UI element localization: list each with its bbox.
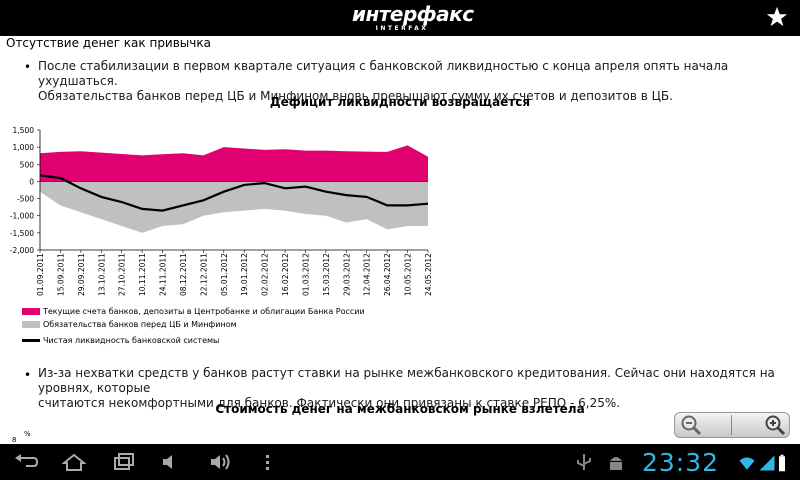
x-tick-label: 24.05.2012: [424, 253, 433, 296]
zoom-in-button[interactable]: [733, 413, 789, 437]
wifi-icon: [739, 457, 755, 470]
y-tick-label: 1,000: [13, 143, 35, 152]
legend-item: Обязательства банков перед ЦБ и Минфином: [22, 320, 237, 329]
zoom-in-icon: [765, 415, 786, 436]
home-icon[interactable]: [62, 452, 86, 472]
chart-1-title: Дефицит ликвидности возвращается: [269, 95, 531, 109]
status-clock: 23:32: [642, 448, 720, 477]
y-tick-label: -2,000: [10, 246, 34, 255]
recent-apps-icon[interactable]: [112, 452, 136, 472]
logo-text: интерфакс: [352, 2, 474, 26]
chart-2-y-unit: %: [24, 430, 31, 438]
x-tick-label: 24.11.2011: [159, 253, 168, 296]
legend-item: Текущие счета банков, депозиты в Центроб…: [22, 307, 365, 316]
y-tick-label: 0: [29, 177, 34, 186]
bullet-dot: •: [24, 368, 32, 382]
legend-label: Чистая ликвидность банковской системы: [43, 336, 220, 345]
paragraph-2: Из-за нехватки средств у банков растут с…: [38, 366, 788, 411]
battery-icon: [779, 454, 785, 472]
interfax-logo: интерфакс INTERFAX: [352, 2, 474, 34]
x-tick-label: 27.10.2011: [118, 253, 127, 296]
x-tick-label: 29.03.2012: [342, 253, 351, 296]
area-series-2: [40, 181, 428, 233]
paragraph-2-line-1: Из-за нехватки средств у банков растут с…: [38, 366, 775, 395]
legend-swatch: [22, 339, 40, 342]
x-tick-label: 16.02.2012: [281, 253, 290, 296]
y-tick-label: -1,000: [10, 212, 34, 221]
zoom-divider: [731, 415, 732, 435]
x-tick-label: 02.02.2012: [261, 253, 270, 296]
x-tick-label: 15.09.2011: [56, 253, 65, 296]
star-icon[interactable]: [766, 6, 788, 28]
liquidity-chart: 1,5001,0005000-500-1,000-1,500-2,00001.0…: [10, 126, 433, 296]
legend-swatch: [22, 308, 40, 315]
legend-label: Обязательства банков перед ЦБ и Минфином: [43, 320, 237, 329]
menu-icon[interactable]: [256, 452, 280, 472]
article-content: Отсутствие денег как привычка • После ст…: [0, 36, 800, 444]
x-tick-label: 26.04.2012: [383, 253, 392, 296]
usb-icon: [577, 454, 591, 470]
back-icon[interactable]: [14, 452, 38, 472]
chart-2-title: Стоимость денег на межбанковском рынке в…: [215, 402, 585, 416]
legend-label: Текущие счета банков, депозиты в Центроб…: [43, 307, 365, 316]
y-tick-label: 1,500: [13, 126, 35, 135]
volume-up-icon[interactable]: [208, 452, 232, 472]
y-tick-label: -500: [17, 195, 34, 204]
x-tick-label: 15.03.2012: [322, 253, 331, 296]
zoom-out-icon: [681, 415, 702, 436]
area-series-1: [40, 145, 428, 182]
legend-swatch: [22, 321, 40, 328]
line-series-net-liquidity: [39, 174, 429, 212]
paragraph-2-line-2: считаются некомфортными для банков. Факт…: [38, 396, 621, 410]
paragraph-1: После стабилизации в первом квартале сит…: [38, 59, 788, 104]
x-tick-label: 01.03.2012: [301, 253, 310, 296]
x-tick-label: 10.11.2011: [138, 253, 147, 296]
system-navigation-bar: [0, 444, 800, 480]
paragraph-1-line-2: Обязательства банков перед ЦБ и Минфином…: [38, 89, 673, 103]
x-tick-label: 22.12.2011: [199, 253, 208, 296]
x-tick-label: 10.05.2012: [404, 253, 413, 296]
legend-item: Чистая ликвидность банковской системы: [22, 336, 219, 345]
logo-subtext: INTERFAX: [375, 25, 429, 32]
action-bar: интерфакс INTERFAX: [0, 0, 800, 36]
signal-icon: [759, 455, 775, 471]
android-debug-icon: [610, 457, 622, 470]
zoom-control: [674, 412, 790, 438]
zoom-out-button[interactable]: [675, 413, 731, 437]
paragraph-1-line-1: После стабилизации в первом квартале сит…: [38, 59, 729, 88]
bullet-dot: •: [24, 60, 32, 74]
x-tick-label: 12.04.2012: [363, 253, 372, 296]
x-tick-label: 19.01.2012: [240, 253, 249, 296]
x-tick-label: 13.10.2011: [97, 253, 106, 296]
x-tick-label: 08.12.2011: [179, 253, 188, 296]
x-tick-label: 01.09.2011: [36, 253, 45, 296]
y-tick-label: -1,500: [10, 229, 34, 238]
volume-down-icon[interactable]: [160, 452, 184, 472]
chart-2-ytick: 8: [12, 436, 17, 444]
x-tick-label: 05.01.2012: [220, 253, 229, 296]
section-title: Отсутствие денег как привычка: [6, 36, 211, 50]
x-tick-label: 29.09.2011: [77, 253, 86, 296]
y-tick-label: 500: [20, 160, 35, 169]
